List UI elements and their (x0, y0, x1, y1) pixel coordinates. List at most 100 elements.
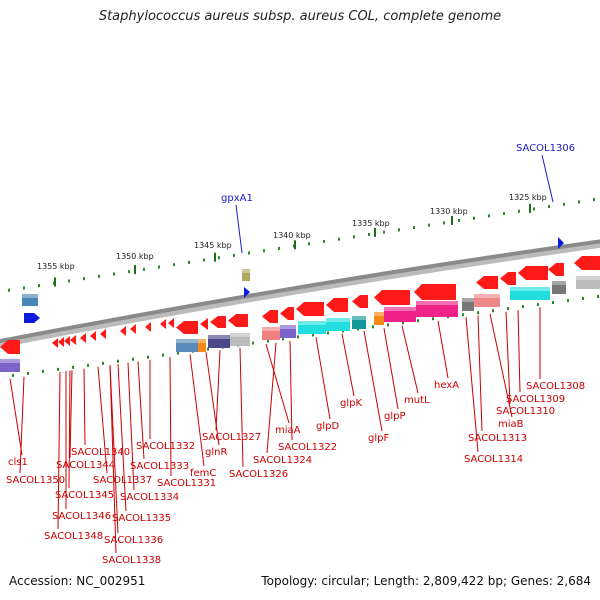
gene-label: hexA (434, 380, 459, 391)
scale-tick (263, 249, 265, 253)
gene-label: glpK (340, 398, 362, 409)
cds-arrow (210, 316, 226, 328)
gene-leader (9, 378, 23, 456)
scale-major-tick (294, 240, 296, 250)
scale-tick (518, 209, 520, 213)
gene-label: SACOL1322 (278, 442, 337, 453)
gene-block (416, 301, 458, 317)
gene-arrows (0, 256, 600, 354)
scale-tick (177, 351, 179, 355)
scale-tick (398, 228, 400, 232)
gene-leader (505, 311, 511, 405)
cds-arrow-small (100, 329, 106, 339)
cds-arrow-small (168, 318, 174, 328)
scale-tick (578, 200, 580, 204)
scale-tick (252, 341, 254, 345)
scale-tick (233, 253, 235, 257)
scale-major-tick (451, 215, 453, 225)
scale-ticks (8, 198, 599, 377)
gene-block-highlight (576, 276, 600, 280)
cds-arrow-small (70, 335, 76, 345)
scale-tick (593, 198, 595, 202)
scale-tick-label: 1330 kbp (430, 207, 468, 216)
scale-tick (473, 216, 475, 220)
scale-tick (533, 207, 535, 211)
gene-block (22, 294, 38, 306)
gene-block-highlight (552, 281, 566, 285)
scale-tick (143, 267, 145, 271)
gene-label: SACOL1344 (56, 460, 115, 471)
scale-tick (443, 221, 445, 225)
cds-arrow (296, 302, 324, 316)
scale-tick-label: 1325 kbp (509, 193, 547, 202)
gene-leader (69, 370, 73, 459)
gene-block (576, 276, 600, 289)
scale-tick (248, 251, 250, 255)
gene-block (474, 294, 500, 307)
gene-block-highlight (462, 298, 474, 302)
scale-tick (162, 353, 164, 357)
gene-blocks (0, 269, 600, 372)
scale-tick (428, 223, 430, 227)
scale-tick (278, 246, 280, 250)
cds-arrow (574, 256, 600, 270)
cds-arrow (200, 318, 208, 330)
scale-major-tick (54, 277, 56, 287)
gene-leader (401, 325, 419, 394)
genome-summary-text: Topology: circular; Length: 2,809,422 bp… (261, 574, 591, 588)
scale-tick (567, 298, 569, 302)
gene-label: SACOL1346 (52, 511, 111, 522)
feature-labels: gpxA1 SACOL1306 (221, 143, 575, 204)
gene-leader (266, 342, 277, 454)
cds-arrow (280, 307, 294, 320)
gene-leader (97, 366, 108, 474)
scale-tick (98, 274, 100, 278)
cds-arrow (500, 272, 516, 285)
scale-tick (113, 272, 115, 276)
gene-block-highlight (262, 327, 280, 331)
cds-arrow-small (160, 319, 166, 329)
backbone-shadow (0, 240, 600, 348)
gene-leader (189, 354, 205, 467)
gene-block-highlight (474, 294, 500, 298)
cds-arrow-small (80, 333, 86, 343)
scale-tick (42, 369, 44, 373)
gene-label: SACOL1345 (55, 490, 114, 501)
scale-tick-labels: 1355 kbp 1350 kbp 1345 kbp 1340 kbp 1335 kbp… (37, 193, 547, 271)
gene-block-highlight (510, 287, 550, 291)
scale-tick (323, 239, 325, 243)
cds-arrow (414, 284, 456, 300)
scale-major-tick (529, 203, 531, 213)
gene-label: miaA (275, 425, 301, 436)
scale-tick (413, 225, 415, 229)
cds-arrow-small (64, 336, 70, 346)
cds-arrow-small (58, 337, 64, 347)
gene-leader (437, 320, 449, 379)
gene-leader (117, 364, 127, 512)
gene-label: SACOL1350 (6, 475, 65, 486)
cds-arrow (548, 263, 564, 276)
scale-tick (368, 232, 370, 236)
gene-label: cls1 (8, 457, 28, 468)
feature-arrow-blue (24, 313, 40, 323)
gene-block (552, 281, 566, 294)
scale-tick-label: 1350 kbp (116, 252, 154, 261)
gene-block (198, 339, 206, 352)
gene-block-highlight (326, 318, 350, 322)
scale-tick (387, 323, 389, 327)
gene-label: SACOL1314 (464, 454, 523, 465)
scale-tick (312, 333, 314, 337)
scale-tick (218, 256, 220, 260)
scale-tick (383, 230, 385, 234)
gene-block (352, 316, 366, 329)
gene-label: SACOL1348 (44, 531, 103, 542)
scale-tick (503, 212, 505, 216)
gene-block-highlight (230, 333, 250, 337)
scale-tick (68, 279, 70, 283)
cds-arrow-small (120, 326, 126, 336)
gene-label: mutL (404, 395, 430, 406)
scale-tick (492, 309, 494, 313)
scale-tick (597, 294, 599, 298)
gene-block-highlight (176, 339, 198, 343)
gene-label: SACOL1336 (104, 535, 163, 546)
